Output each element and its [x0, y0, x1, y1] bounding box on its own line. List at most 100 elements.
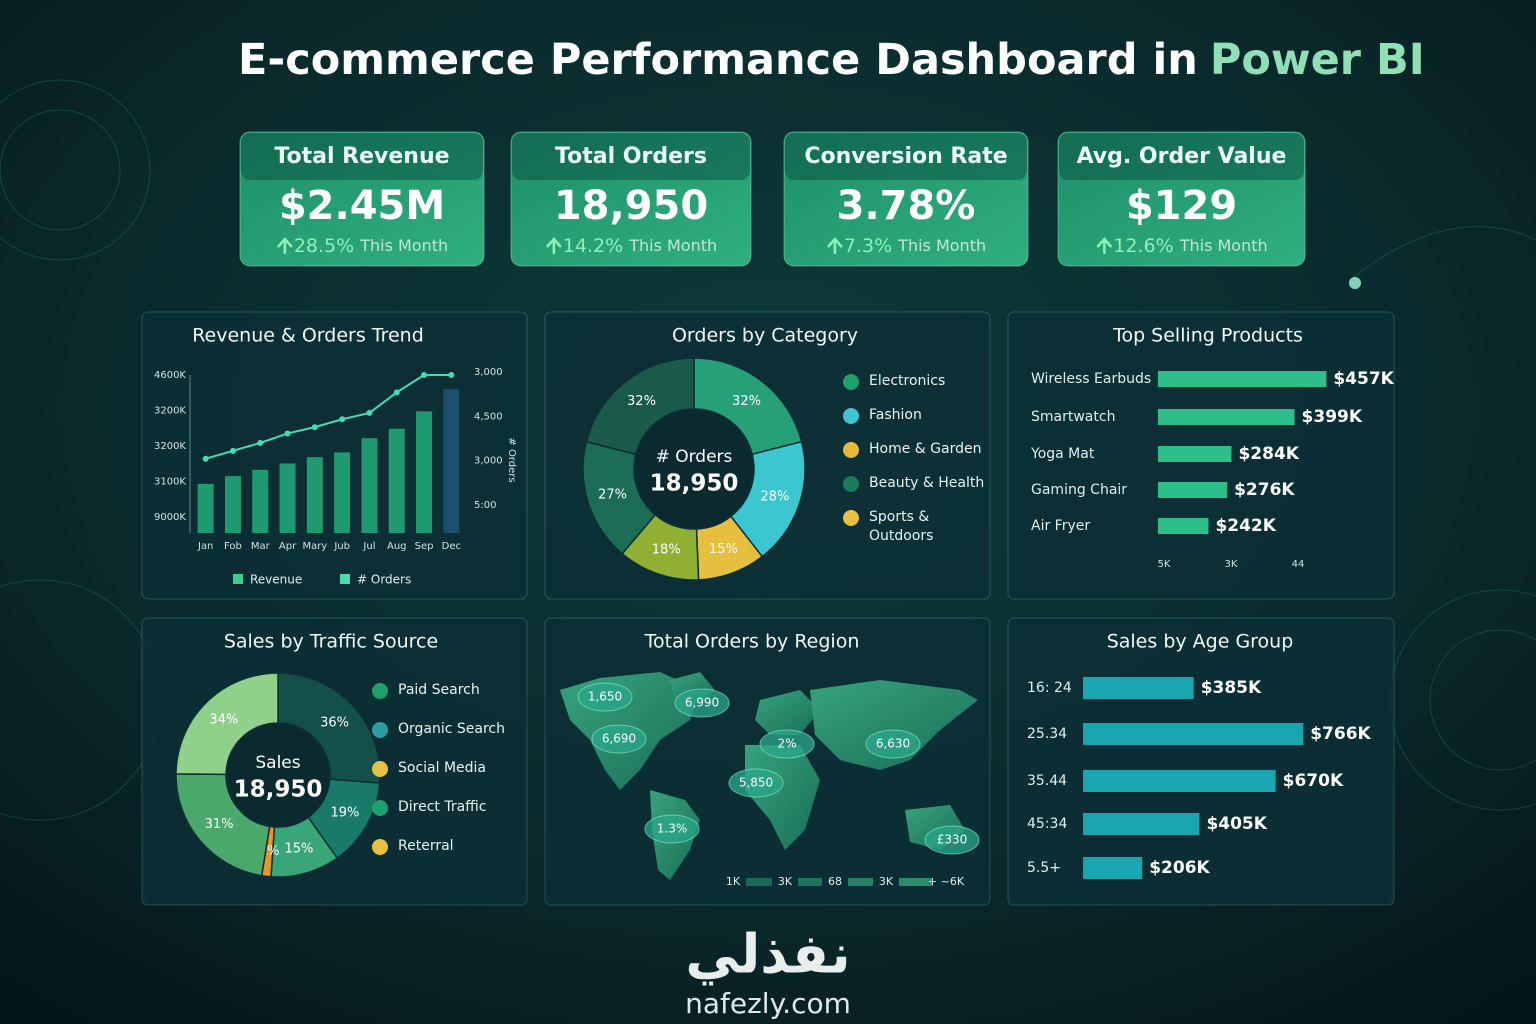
legend-item: Sports & Outdoors [869, 509, 933, 544]
up-arrow [545, 237, 562, 254]
kpi-change: 28.5% This Month [294, 235, 448, 257]
bar [1083, 813, 1200, 835]
legend-dot [372, 839, 388, 855]
kpi-label: Total Revenue [274, 144, 449, 169]
bar [1083, 677, 1194, 699]
legend-item: Beauty & Health [869, 475, 985, 491]
kpi-header [1059, 133, 1304, 180]
region-label: 5,850 [739, 776, 773, 790]
map-legend-label: + ~6K [928, 875, 965, 888]
bar [197, 484, 214, 533]
region-bubble [865, 729, 921, 759]
kpi-value: 3.78% [837, 183, 976, 229]
legend-label: Social Media [398, 760, 487, 776]
donut-segment [175, 672, 279, 776]
kpi-change: 14.2% This Month [563, 235, 717, 257]
category-label: 16: 24 [1027, 680, 1072, 696]
line-point [393, 389, 400, 396]
region-label: 6,690 [602, 732, 636, 746]
legend-label: Beauty & Health [869, 475, 985, 491]
legend-label: Fashion [869, 407, 922, 423]
bar [1158, 371, 1327, 387]
y2-axis-title: # Orders [506, 437, 517, 482]
legend-label: Direct Traffic [398, 799, 487, 815]
y2-axis-label: 3,000 [474, 367, 503, 378]
segment-label: 32% [732, 394, 761, 409]
up-arrow [1096, 237, 1113, 254]
legend-item: Fashion [869, 407, 922, 423]
segment-label: 36% [320, 715, 349, 730]
kpi-value: $2.45M [279, 183, 445, 229]
legend-item: Home & Garden [869, 441, 981, 457]
panel-title: Top Selling Products [1112, 325, 1303, 347]
value-label: $457K [1333, 369, 1394, 389]
kpi-change-value: 7.3% [844, 235, 892, 257]
bar [334, 452, 351, 533]
x-tick-label: Jub [333, 541, 350, 552]
value-label: $276K [1234, 480, 1295, 500]
segment-label: 28% [760, 489, 789, 504]
category-label: Smartwatch [1031, 409, 1115, 425]
legend-label: # Orders [357, 573, 411, 587]
segment-label: 31% [205, 817, 234, 832]
decor-curve [1349, 226, 1536, 281]
value-label: $766K [1310, 724, 1371, 744]
legend-dot [372, 683, 388, 699]
center-label: Sales [255, 753, 300, 773]
bar [1083, 857, 1143, 879]
region-label: 6,990 [685, 696, 719, 710]
x-tick-label: Apr [279, 541, 297, 552]
kpi-period: This Month [897, 236, 986, 255]
bar [252, 469, 269, 533]
legend-dot [843, 510, 859, 526]
kpi-change: 12.6% This Month [1113, 235, 1267, 257]
line-point [421, 372, 428, 378]
legend-label: Electronics [869, 373, 946, 389]
panel-title: Revenue & Orders Trend [192, 325, 424, 347]
bar [1083, 723, 1304, 745]
up-arrow [826, 237, 843, 254]
region-label: 2% [777, 737, 796, 751]
x-tick-label: Mar [251, 541, 271, 552]
region-label: 1,650 [588, 690, 622, 704]
panel-title: Orders by Category [672, 325, 858, 347]
bar [1158, 518, 1209, 534]
line-point [257, 439, 264, 446]
up-arrow [276, 237, 293, 254]
value-label: $405K [1206, 814, 1267, 834]
bar [388, 428, 405, 533]
region-bubble [759, 729, 815, 759]
segment-label: 27% [598, 488, 627, 503]
line [205, 374, 452, 460]
continent [810, 680, 978, 770]
decor-ring [1429, 629, 1536, 771]
region-bubble [728, 768, 784, 798]
map-legend-swatch [848, 878, 873, 886]
title-highlight: Power BI [1210, 35, 1425, 85]
category-label: 35.44 [1027, 773, 1067, 789]
bar [1158, 482, 1228, 498]
line-point [284, 430, 291, 437]
legend-swatch [340, 574, 350, 584]
kpi-change-value: 12.6% [1113, 235, 1173, 257]
donut-hole [635, 410, 753, 528]
map-legend-swatch [746, 878, 772, 886]
title-main: E-commerce Performance Dashboard in [238, 35, 1198, 85]
donut-segment [175, 773, 271, 877]
bar [279, 463, 296, 533]
x-tick-label: Jul [362, 541, 375, 552]
map-legend-label: 3K [879, 875, 894, 888]
kpi-header [241, 133, 483, 180]
y2-axis-label: 4,500 [474, 411, 503, 422]
kpi-label: Avg. Order Value [1077, 144, 1287, 169]
value-label: $670K [1283, 771, 1344, 791]
kpi-header [512, 133, 750, 180]
line-point [229, 447, 236, 454]
x-tick-label: Dec [442, 541, 461, 552]
kpi-period: This Month [1179, 236, 1268, 255]
bar [361, 438, 378, 533]
bar [1083, 770, 1276, 792]
center-label: # Orders [656, 447, 733, 467]
line-point [339, 416, 346, 423]
